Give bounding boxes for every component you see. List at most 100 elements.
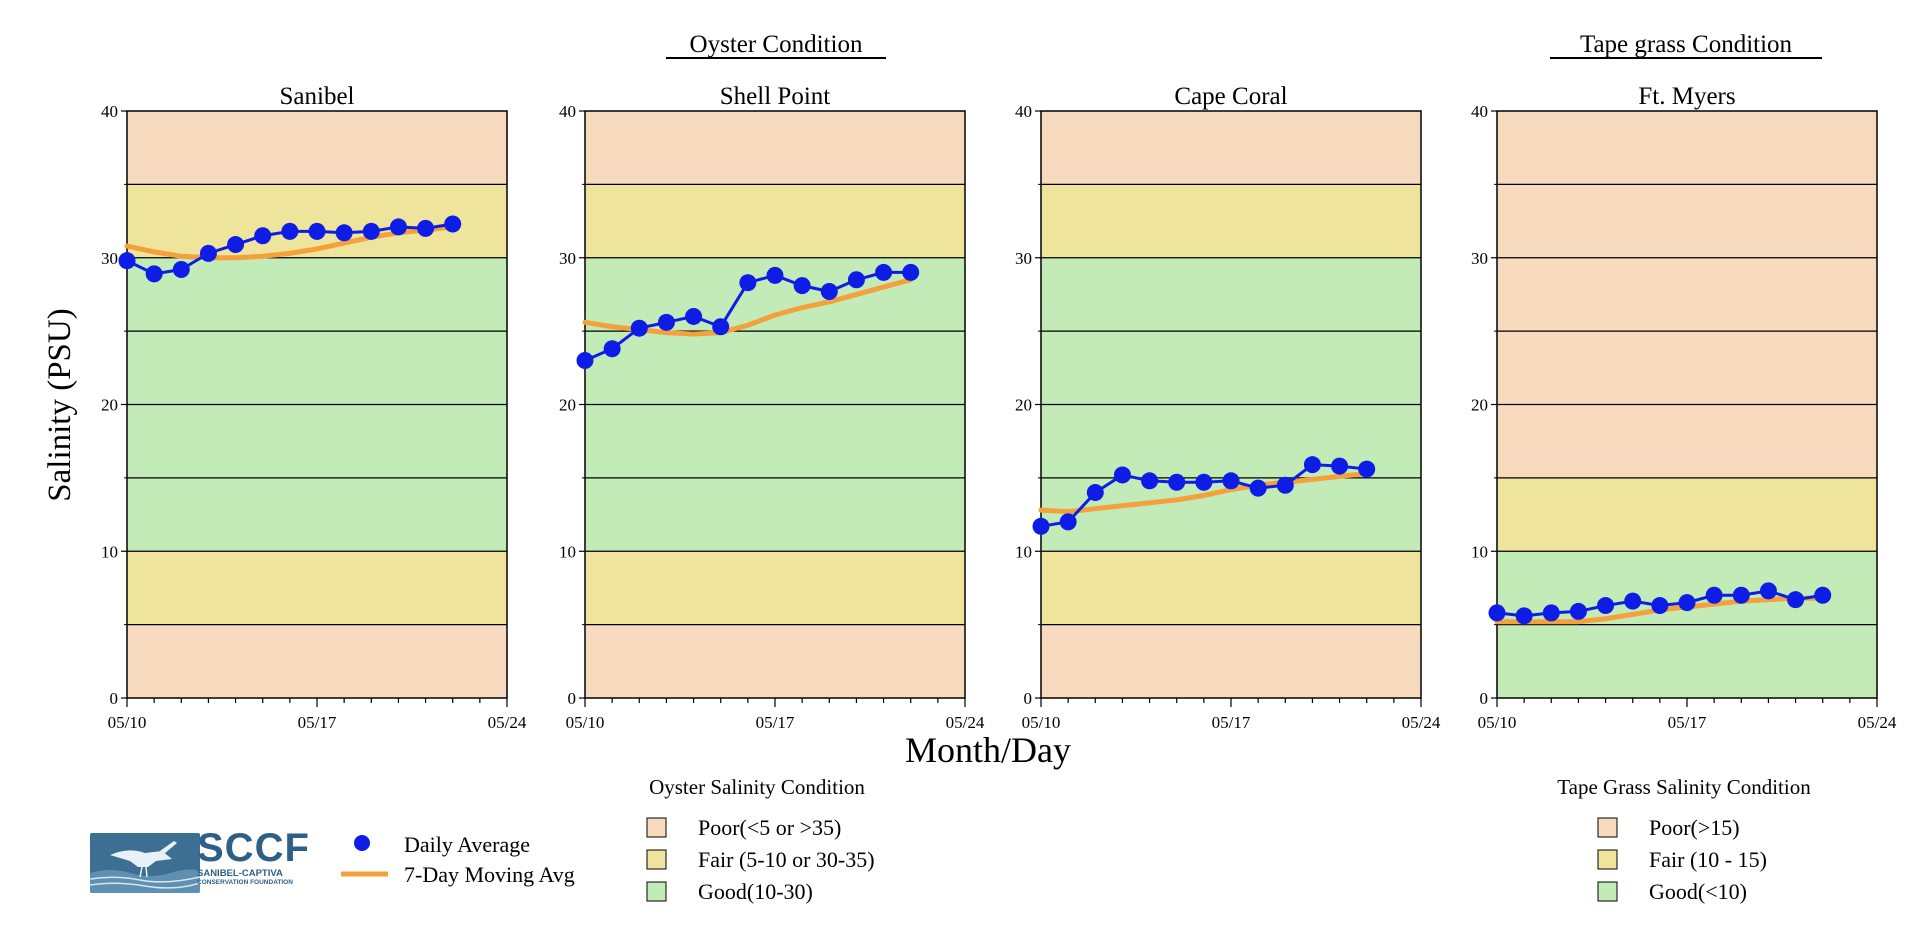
cape-coral-band-fair-3 xyxy=(1041,184,1421,258)
ft-myers-y-tick-label: 30 xyxy=(1471,249,1488,268)
ft-myers-y-tick-label: 0 xyxy=(1480,689,1489,708)
sanibel-y-tick-label: 30 xyxy=(101,249,118,268)
ft-myers-daily-point xyxy=(1705,586,1723,604)
cape-coral-daily-point xyxy=(1358,460,1376,478)
tapegrass-legend-poor-label: Poor(>15) xyxy=(1649,815,1740,840)
sanibel-y-tick-label: 40 xyxy=(101,102,118,121)
panel-sanibel: 0 10 20 30 40 05/10 05/17 05/24 Sanibel xyxy=(101,83,527,732)
tapegrass-legend-good-swatch xyxy=(1597,881,1618,902)
shell-point-daily-point xyxy=(603,340,621,358)
sanibel-daily-point xyxy=(444,215,462,233)
tapegrass-legend-poor-swatch xyxy=(1597,817,1618,838)
ft-myers-daily-point xyxy=(1651,597,1669,615)
x-axis-label: Month/Day xyxy=(905,730,1071,770)
sanibel-daily-point xyxy=(145,265,163,283)
tapegrass-legend-fair-label: Fair (10 - 15) xyxy=(1649,847,1767,872)
sanibel-y-tick-label: 0 xyxy=(110,689,119,708)
panel-shell-point: 0 10 20 30 40 05/10 05/17 05/24 Shell Point xyxy=(559,83,985,732)
cape-coral-daily-point xyxy=(1086,484,1104,502)
ft-myers-daily-point xyxy=(1787,591,1805,609)
shell-point-band-fair-1 xyxy=(585,551,965,625)
sanibel-x-tick-label: 05/10 xyxy=(108,713,147,732)
cape-coral-band-poor-0 xyxy=(1041,624,1421,698)
cape-coral-daily-point xyxy=(1195,473,1213,491)
shell-point-daily-point xyxy=(820,283,838,301)
ft-myers-daily-point xyxy=(1515,607,1533,625)
oyster-legend-good-label: Good(10-30) xyxy=(698,879,813,904)
cape-coral-daily-point xyxy=(1059,513,1077,531)
ft-myers-daily-point xyxy=(1597,597,1615,615)
moving-avg-legend-label: 7-Day Moving Avg xyxy=(404,862,575,887)
shell-point-band-poor-0 xyxy=(585,624,965,698)
ft-myers-daily-point xyxy=(1732,586,1750,604)
tapegrass-condition-header: Tape grass Condition xyxy=(1580,31,1793,58)
panel-ft-myers: 0 10 20 30 40 05/10 05/17 05/24 Ft. Myers xyxy=(1471,83,1897,732)
ft-myers-daily-point xyxy=(1542,604,1560,622)
ft-myers-daily-point xyxy=(1569,602,1587,620)
cape-coral-daily-point xyxy=(1249,479,1267,497)
tapegrass-legend-title: Tape Grass Salinity Condition xyxy=(1557,775,1811,799)
ft-myers-daily-point xyxy=(1814,586,1832,604)
ft-myers-x-tick-label: 05/10 xyxy=(1478,713,1517,732)
cape-coral-y-tick-label: 30 xyxy=(1015,249,1032,268)
sanibel-daily-point xyxy=(335,224,353,242)
sanibel-daily-point xyxy=(227,236,245,254)
sanibel-daily-point xyxy=(118,252,136,270)
shell-point-y-tick-label: 40 xyxy=(559,102,576,121)
oyster-legend-poor-label: Poor(<5 or >35) xyxy=(698,815,841,840)
shell-point-daily-point xyxy=(685,307,703,325)
cape-coral-daily-point xyxy=(1303,456,1321,474)
heron-icon xyxy=(90,841,200,893)
ft-myers-daily-point xyxy=(1624,592,1642,610)
ft-myers-daily-point xyxy=(1488,604,1506,622)
sanibel-daily-point xyxy=(308,222,326,240)
ft-myers-x-tick-label: 05/17 xyxy=(1668,713,1707,732)
cape-coral-daily-point xyxy=(1168,473,1186,491)
ft-myers-y-tick-label: 10 xyxy=(1471,542,1488,561)
cape-coral-x-tick-label: 05/17 xyxy=(1212,713,1251,732)
sanibel-daily-point xyxy=(389,218,407,236)
sanibel-daily-point xyxy=(417,219,435,237)
ft-myers-panel-title: Ft. Myers xyxy=(1638,83,1735,110)
cape-coral-x-tick-label: 05/10 xyxy=(1022,713,1061,732)
daily-average-legend-label: Daily Average xyxy=(404,832,530,857)
sanibel-daily-point xyxy=(172,260,190,278)
shell-point-band-poor-4 xyxy=(585,111,965,185)
oyster-legend-fair-label: Fair (5-10 or 30-35) xyxy=(698,847,875,872)
sanibel-x-tick-label: 05/24 xyxy=(488,713,527,732)
cape-coral-band-fair-1 xyxy=(1041,551,1421,625)
cape-coral-daily-point xyxy=(1141,472,1159,490)
shell-point-x-tick-label: 05/10 xyxy=(566,713,605,732)
cape-coral-daily-point xyxy=(1222,472,1240,490)
sanibel-daily-point xyxy=(362,222,380,240)
shell-point-daily-point xyxy=(630,319,648,337)
cape-coral-daily-point xyxy=(1113,466,1131,484)
shell-point-daily-point xyxy=(739,274,757,292)
ft-myers-band-fair-1 xyxy=(1497,477,1877,552)
panel-cape-coral: 0 10 20 30 40 05/10 05/17 05/24 Cape Coral xyxy=(1015,83,1441,732)
shell-point-panel-title: Shell Point xyxy=(720,83,830,110)
shell-point-daily-point xyxy=(902,263,920,281)
sanibel-panel-title: Sanibel xyxy=(280,83,355,110)
cape-coral-daily-point xyxy=(1331,457,1349,475)
cape-coral-y-tick-label: 40 xyxy=(1015,102,1032,121)
y-axis-label: Salinity (PSU) xyxy=(42,308,78,501)
shell-point-daily-point xyxy=(576,351,594,369)
ft-myers-daily-point xyxy=(1759,582,1777,600)
tapegrass-legend-fair-swatch xyxy=(1597,849,1618,870)
oyster-condition-header: Oyster Condition xyxy=(690,31,863,58)
sanibel-band-fair-1 xyxy=(127,551,507,625)
sanibel-daily-point xyxy=(254,227,272,245)
oyster-legend-title: Oyster Salinity Condition xyxy=(649,775,865,799)
ft-myers-y-tick-label: 40 xyxy=(1471,102,1488,121)
sanibel-x-tick-label: 05/17 xyxy=(298,713,337,732)
cape-coral-panel-title: Cape Coral xyxy=(1174,83,1287,110)
shell-point-y-tick-label: 10 xyxy=(559,542,576,561)
ft-myers-x-tick-label: 05/24 xyxy=(1858,713,1897,732)
cape-coral-x-tick-label: 05/24 xyxy=(1402,713,1441,732)
shell-point-y-tick-label: 20 xyxy=(559,396,576,415)
sccf-logo-line2: CONSERVATION FOUNDATION xyxy=(197,879,293,886)
sanibel-daily-point xyxy=(199,244,217,262)
sanibel-y-tick-label: 20 xyxy=(101,396,118,415)
